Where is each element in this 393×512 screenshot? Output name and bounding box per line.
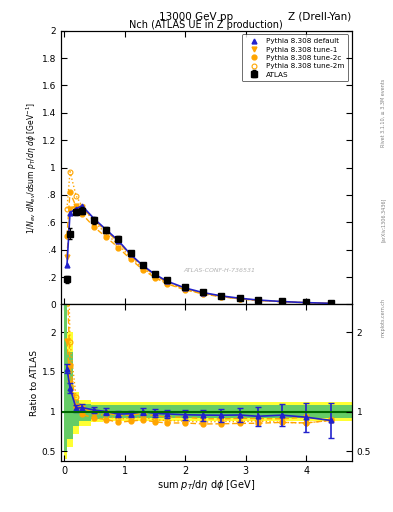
Pythia 8.308 tune-2c xyxy=(104,234,109,241)
Pythia 8.308 default xyxy=(237,295,242,302)
Pythia 8.308 tune-2m xyxy=(116,242,121,248)
Pythia 8.308 tune-2c xyxy=(92,224,97,230)
Pythia 8.308 default xyxy=(116,238,121,244)
Text: Z (Drell-Yan): Z (Drell-Yan) xyxy=(288,11,352,22)
Pythia 8.308 tune-1 xyxy=(237,295,242,302)
Pythia 8.308 tune-2m xyxy=(201,291,206,297)
Pythia 8.308 tune-1 xyxy=(255,297,260,303)
Pythia 8.308 tune-2m xyxy=(140,265,145,271)
Line: Pythia 8.308 tune-2m: Pythia 8.308 tune-2m xyxy=(64,169,333,306)
Line: Pythia 8.308 default: Pythia 8.308 default xyxy=(64,203,333,306)
Pythia 8.308 tune-1 xyxy=(80,204,84,210)
Pythia 8.308 tune-2c xyxy=(74,203,79,209)
Pythia 8.308 tune-2m xyxy=(92,219,97,225)
Pythia 8.308 tune-1 xyxy=(128,252,133,259)
Pythia 8.308 default xyxy=(255,297,260,303)
Pythia 8.308 tune-1 xyxy=(92,217,97,223)
Y-axis label: Ratio to ATLAS: Ratio to ATLAS xyxy=(30,350,39,416)
Pythia 8.308 tune-2c xyxy=(255,297,260,304)
Pythia 8.308 tune-2c xyxy=(68,189,72,195)
Pythia 8.308 tune-2m xyxy=(183,286,187,292)
Pythia 8.308 default xyxy=(183,285,187,291)
Pythia 8.308 tune-1 xyxy=(152,272,157,279)
Pythia 8.308 tune-1 xyxy=(280,298,285,305)
Pythia 8.308 tune-2c xyxy=(128,256,133,262)
Pythia 8.308 tune-2c xyxy=(280,298,285,305)
Pythia 8.308 default xyxy=(140,262,145,268)
X-axis label: sum $p_T$/d$\eta$ d$\phi$ [GeV]: sum $p_T$/d$\eta$ d$\phi$ [GeV] xyxy=(157,478,255,493)
Pythia 8.308 default xyxy=(68,209,72,216)
Pythia 8.308 tune-2m xyxy=(128,254,133,260)
Pythia 8.308 default xyxy=(201,290,206,296)
Pythia 8.308 tune-2m xyxy=(80,203,84,209)
Pythia 8.308 default xyxy=(152,271,157,278)
Line: Pythia 8.308 tune-2c: Pythia 8.308 tune-2c xyxy=(64,190,333,306)
Pythia 8.308 default xyxy=(280,298,285,305)
Pythia 8.308 tune-1 xyxy=(64,253,69,260)
Pythia 8.308 tune-1 xyxy=(304,300,309,306)
Text: Rivet 3.1.10, ≥ 3.3M events: Rivet 3.1.10, ≥ 3.3M events xyxy=(381,78,386,147)
Pythia 8.308 tune-1 xyxy=(165,279,169,285)
Pythia 8.308 tune-2m xyxy=(64,205,69,211)
Pythia 8.308 tune-2c xyxy=(201,291,206,297)
Pythia 8.308 tune-2c xyxy=(219,294,224,300)
Pythia 8.308 tune-1 xyxy=(219,293,224,300)
Pythia 8.308 default xyxy=(74,205,79,211)
Pythia 8.308 tune-1 xyxy=(140,263,145,269)
Pythia 8.308 tune-2c xyxy=(304,300,309,306)
Pythia 8.308 tune-2c xyxy=(64,233,69,239)
Pythia 8.308 default xyxy=(304,300,309,306)
Pythia 8.308 tune-1 xyxy=(116,239,121,245)
Pythia 8.308 tune-2m xyxy=(237,296,242,302)
Pythia 8.308 default xyxy=(80,203,84,209)
Pythia 8.308 tune-2c xyxy=(116,245,121,251)
Pythia 8.308 tune-2c xyxy=(183,287,187,293)
Pythia 8.308 tune-2m xyxy=(104,231,109,237)
Pythia 8.308 tune-2m xyxy=(328,300,333,306)
Pythia 8.308 tune-2m xyxy=(165,280,169,286)
Text: ATLAS-CONF-H-736531: ATLAS-CONF-H-736531 xyxy=(183,268,255,272)
Pythia 8.308 tune-2m xyxy=(255,297,260,304)
Pythia 8.308 tune-2c xyxy=(328,300,333,306)
Pythia 8.308 tune-1 xyxy=(201,290,206,296)
Pythia 8.308 default xyxy=(104,227,109,233)
Line: Pythia 8.308 tune-1: Pythia 8.308 tune-1 xyxy=(64,203,333,306)
Pythia 8.308 tune-2c xyxy=(152,274,157,281)
Pythia 8.308 default xyxy=(92,216,97,222)
Pythia 8.308 tune-2m xyxy=(280,298,285,305)
Text: mcplots.cern.ch: mcplots.cern.ch xyxy=(381,298,386,337)
Pythia 8.308 tune-2m xyxy=(74,193,79,199)
Pythia 8.308 default xyxy=(64,262,69,268)
Text: [arXiv:1306.3436]: [arXiv:1306.3436] xyxy=(381,198,386,242)
Pythia 8.308 default xyxy=(128,251,133,258)
Title: Nch (ATLAS UE in Z production): Nch (ATLAS UE in Z production) xyxy=(129,20,283,30)
Pythia 8.308 default xyxy=(219,293,224,299)
Pythia 8.308 default xyxy=(165,278,169,284)
Pythia 8.308 tune-2m xyxy=(304,300,309,306)
Pythia 8.308 tune-1 xyxy=(328,300,333,306)
Pythia 8.308 default xyxy=(328,300,333,306)
Pythia 8.308 tune-2c xyxy=(140,266,145,272)
Pythia 8.308 tune-2c xyxy=(80,211,84,217)
Pythia 8.308 tune-1 xyxy=(104,228,109,234)
Pythia 8.308 tune-2m xyxy=(152,274,157,280)
Pythia 8.308 tune-1 xyxy=(183,286,187,292)
Y-axis label: $1/N_{ev}$ $dN_{ev}/d\mathrm{sum}$ $p_T/d\eta$ $d\phi$ [GeV$^{-1}$]: $1/N_{ev}$ $dN_{ev}/d\mathrm{sum}$ $p_T/… xyxy=(24,101,39,233)
Text: 13000 GeV pp: 13000 GeV pp xyxy=(160,11,233,22)
Legend: Pythia 8.308 default, Pythia 8.308 tune-1, Pythia 8.308 tune-2c, Pythia 8.308 tu: Pythia 8.308 default, Pythia 8.308 tune-… xyxy=(242,34,348,81)
Pythia 8.308 tune-2c xyxy=(237,296,242,302)
Pythia 8.308 tune-2c xyxy=(165,281,169,287)
Pythia 8.308 tune-2m xyxy=(219,293,224,300)
Pythia 8.308 tune-1 xyxy=(74,203,79,209)
Pythia 8.308 tune-2m xyxy=(68,168,72,175)
Pythia 8.308 tune-1 xyxy=(68,205,72,211)
